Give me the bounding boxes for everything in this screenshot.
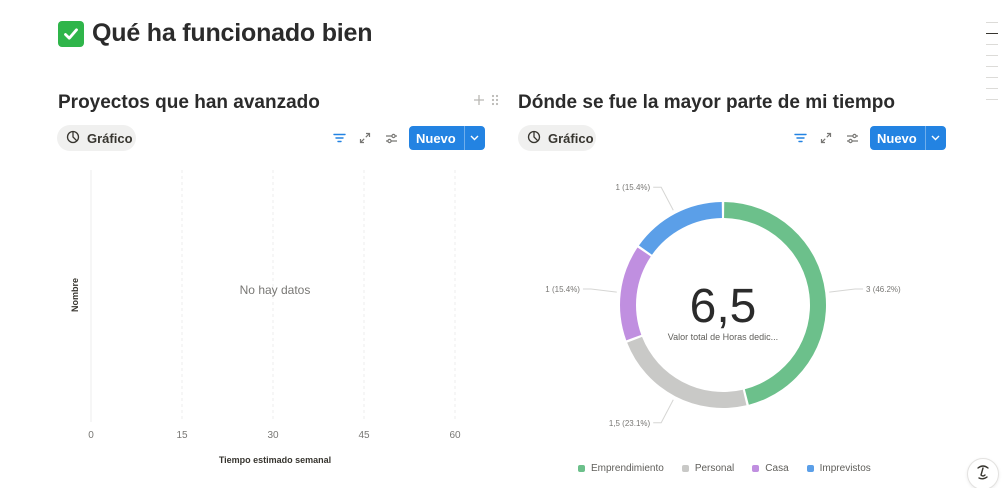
donut-slice-casa <box>620 247 651 341</box>
settings-sliders-icon[interactable] <box>383 130 399 146</box>
x-tick-label: 15 <box>176 430 188 441</box>
expand-icon[interactable] <box>818 130 834 146</box>
outline-line[interactable] <box>986 66 998 67</box>
legend-item-imprevistos[interactable]: Imprevistos <box>806 463 871 474</box>
new-button-label: Nuevo <box>877 130 917 146</box>
outline-line[interactable] <box>986 44 998 45</box>
center-caption: Valor total de Horas dedic... <box>668 332 778 342</box>
pie-chart-icon <box>527 130 541 147</box>
outline-line[interactable] <box>986 77 998 78</box>
x-tick-label: 30 <box>267 430 279 441</box>
legend-item-casa[interactable]: Casa <box>752 463 789 474</box>
view-tab-label: Gráfico <box>548 130 594 146</box>
donut-slice-personal <box>627 336 747 408</box>
new-button-label: Nuevo <box>416 130 456 146</box>
chart-legend: Emprendimiento Personal Casa Imprevistos <box>578 463 871 474</box>
outline-line[interactable] <box>986 55 998 56</box>
donut-slice-emprendimiento <box>724 202 826 405</box>
label-leader-line <box>653 399 674 424</box>
add-block-icon[interactable] <box>473 93 485 110</box>
donut-slice-imprevistos <box>638 202 722 255</box>
legend-swatch <box>752 465 760 472</box>
page-heading: Qué ha funcionado bien <box>58 19 373 48</box>
new-button[interactable]: Nuevo <box>409 126 485 150</box>
chart-view-tab[interactable]: Gráfico <box>57 125 136 151</box>
settings-sliders-icon[interactable] <box>844 130 860 146</box>
center-total-value: 6,5 <box>690 280 757 333</box>
left-toolbar: Nuevo <box>331 126 485 150</box>
legend-item-personal[interactable]: Personal <box>681 463 735 474</box>
slice-data-label: 1 (15.4%) <box>545 285 580 294</box>
chevron-down-icon[interactable] <box>924 126 946 150</box>
legend-label: Personal <box>694 463 735 474</box>
x-tick-label: 45 <box>358 430 370 441</box>
right-block-title: Dónde se fue la mayor parte de mi tiempo <box>518 92 895 113</box>
label-leader-line <box>653 186 674 211</box>
legend-label: Casa <box>765 463 789 474</box>
page-outline[interactable] <box>986 22 998 100</box>
label-leader-line <box>829 288 864 293</box>
outline-line[interactable] <box>986 22 998 23</box>
bar-chart: 0 15 30 45 60 Nombre Tiempo estimado semanal No… <box>70 170 461 465</box>
empty-state-text: No hay datos <box>240 283 311 297</box>
legend-swatch <box>578 465 585 472</box>
legend-item-emprendimiento[interactable]: Emprendimiento <box>578 463 664 474</box>
pie-chart-icon <box>66 130 80 147</box>
x-tick-label: 60 <box>449 430 461 441</box>
slice-data-label: 1 (15.4%) <box>616 183 651 192</box>
x-axis-label: Tiempo estimado semanal <box>219 455 331 465</box>
legend-label: Imprevistos <box>819 463 871 474</box>
new-button[interactable]: Nuevo <box>870 126 946 150</box>
x-tick-label: 0 <box>88 430 94 441</box>
view-tab-label: Gráfico <box>87 130 133 146</box>
filter-icon[interactable] <box>792 130 808 146</box>
page-title: Qué ha funcionado bien <box>92 19 373 47</box>
outline-line-active[interactable] <box>986 33 998 34</box>
ai-face-icon <box>974 463 992 486</box>
check-mark-button-icon <box>58 20 84 47</box>
legend-label: Emprendimiento <box>591 463 664 474</box>
legend-swatch <box>806 465 814 472</box>
slice-data-label: 1,5 (23.1%) <box>609 419 651 428</box>
chevron-down-icon[interactable] <box>463 126 485 150</box>
drag-handle-icon[interactable] <box>491 93 499 110</box>
y-axis-label: Nombre <box>70 278 80 312</box>
outline-line[interactable] <box>986 99 998 100</box>
expand-icon[interactable] <box>357 130 373 146</box>
slice-data-label: 3 (46.2%) <box>866 285 901 294</box>
legend-swatch <box>681 465 689 472</box>
filter-icon[interactable] <box>331 130 347 146</box>
donut-chart: 3 (46.2%) 1,5 (23.1%) 1 (15.4%) 1 (15.4%) 6,… <box>545 183 901 428</box>
right-toolbar: Nuevo <box>792 126 946 150</box>
label-leader-line <box>582 288 617 293</box>
ai-assistant-button[interactable] <box>967 458 999 488</box>
outline-line[interactable] <box>986 88 998 89</box>
block-handles <box>473 93 499 110</box>
chart-view-tab[interactable]: Gráfico <box>518 125 596 151</box>
left-block-title: Proyectos que han avanzado <box>58 92 320 113</box>
